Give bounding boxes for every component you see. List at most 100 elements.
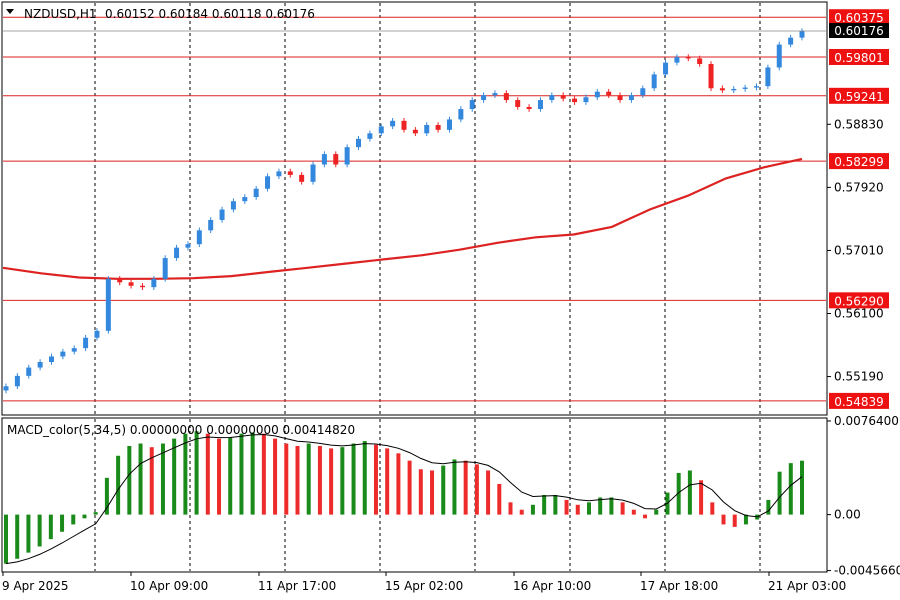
candle-body: [37, 362, 43, 368]
macd-bar: [71, 514, 76, 525]
current-price-label: 0.60176: [834, 24, 884, 38]
x-tick-label: 15 Apr 02:00: [385, 579, 463, 593]
macd-bar: [149, 447, 154, 515]
y-tick-label: 0.57920: [834, 180, 884, 194]
macd-indicator-label: MACD_color(5,34,5) 0.00000000 0.00000000…: [7, 423, 355, 437]
macd-bar: [407, 460, 412, 515]
macd-bar: [676, 472, 681, 515]
candle-body: [128, 282, 134, 286]
macd-bar: [609, 497, 614, 515]
candle-body: [583, 97, 589, 103]
macd-bar: [37, 514, 42, 547]
candle-body: [139, 285, 145, 288]
x-tick-label: 21 Apr 03:00: [768, 579, 846, 593]
macd-y-tick-label: -0.0045660: [834, 564, 900, 578]
x-tick-label: 9 Apr 2025: [2, 579, 69, 593]
macd-bar: [4, 514, 8, 564]
price-panel-frame: [1, 1, 828, 416]
time-axis: 9 Apr 2025 10 Apr 09:00 11 Apr 17:00 15 Apr…: [2, 572, 846, 593]
candle-body: [276, 171, 282, 177]
candle-body: [378, 126, 384, 134]
macd-bar: [104, 477, 109, 515]
candle-body: [390, 120, 396, 127]
candle-body: [458, 109, 464, 120]
macd-bar: [273, 438, 278, 515]
macd-bar: [116, 455, 121, 515]
macd-bar: [329, 448, 334, 515]
candle-body: [333, 154, 339, 165]
macd-bar: [138, 443, 143, 515]
ma-line: [2, 157, 803, 280]
candles: [3, 28, 805, 394]
candle-body: [503, 93, 509, 101]
macd-bar: [463, 460, 468, 515]
candle-body: [196, 230, 202, 245]
dropdown-triangle-icon[interactable]: [6, 9, 14, 14]
macd-bar: [172, 438, 177, 515]
level-lines: 0.60375 0.59801 0.59241 0.58299 0.56290 0.548…: [3, 9, 889, 409]
macd-bar: [542, 495, 547, 515]
candle-body: [788, 37, 794, 45]
macd-bar: [396, 453, 401, 515]
macd-bar: [430, 470, 435, 515]
level-label: 0.56290: [834, 294, 884, 308]
level-label-bg: [829, 87, 889, 104]
macd-bar: [777, 471, 782, 515]
macd-bar: [553, 495, 558, 515]
macd-bar: [508, 502, 513, 515]
macd-bar: [306, 443, 311, 515]
candle-body: [515, 100, 521, 107]
macd-bar: [497, 483, 502, 515]
candle-body: [594, 91, 600, 98]
macd-bar: [261, 433, 266, 515]
x-tick-label: 16 Apr 10:00: [513, 579, 591, 593]
candle-body: [685, 57, 691, 59]
macd-bar: [564, 499, 569, 515]
candle-body: [549, 95, 555, 101]
x-tick-label: 17 Apr 18:00: [640, 579, 718, 593]
candle-body: [640, 88, 646, 96]
macd-bar: [699, 480, 704, 515]
candle-body: [310, 164, 316, 182]
macd-bar: [721, 514, 726, 525]
macd-signal: [5, 433, 803, 565]
macd-signal-line: [5, 433, 803, 565]
candle-body: [162, 258, 168, 279]
candle-body: [776, 44, 782, 68]
level-label-bg: [829, 292, 889, 309]
candle-body: [208, 219, 214, 231]
candle-body: [356, 138, 362, 148]
candle-body: [344, 147, 350, 165]
candle-body: [3, 386, 9, 391]
macd-y-tick-label: 0.0076400: [834, 414, 899, 428]
macd-bar: [317, 445, 322, 515]
macd-bar: [295, 445, 300, 515]
macd-bar: [93, 512, 98, 515]
macd-bar: [620, 502, 625, 515]
y-tick-label: 0.57010: [834, 243, 884, 257]
candle-body: [526, 106, 532, 110]
y-tick-label: 0.58830: [834, 117, 884, 131]
level-label: 0.58299: [834, 155, 884, 169]
level-label-bg: [829, 153, 889, 170]
macd-bar: [82, 514, 87, 519]
candle-body: [242, 197, 248, 202]
macd-bar: [575, 504, 580, 515]
macd-bar: [183, 433, 188, 515]
macd-bar: [15, 514, 20, 559]
level-label-bg: [829, 392, 889, 409]
candle-body: [71, 348, 77, 352]
candle-body: [663, 62, 669, 75]
chart-symbol-label: NZDUSD,H1: [24, 7, 97, 21]
macd-bar: [743, 514, 748, 525]
candle-body: [48, 356, 54, 363]
candle-body: [435, 124, 441, 130]
candle-body: [185, 244, 191, 248]
macd-bar: [239, 433, 244, 515]
macd-bar: [643, 514, 648, 519]
macd-bar: [732, 514, 737, 527]
candle-body: [754, 86, 760, 88]
level-label-bg: [829, 48, 889, 65]
candle-body: [481, 95, 487, 101]
macd-bar: [385, 448, 390, 515]
